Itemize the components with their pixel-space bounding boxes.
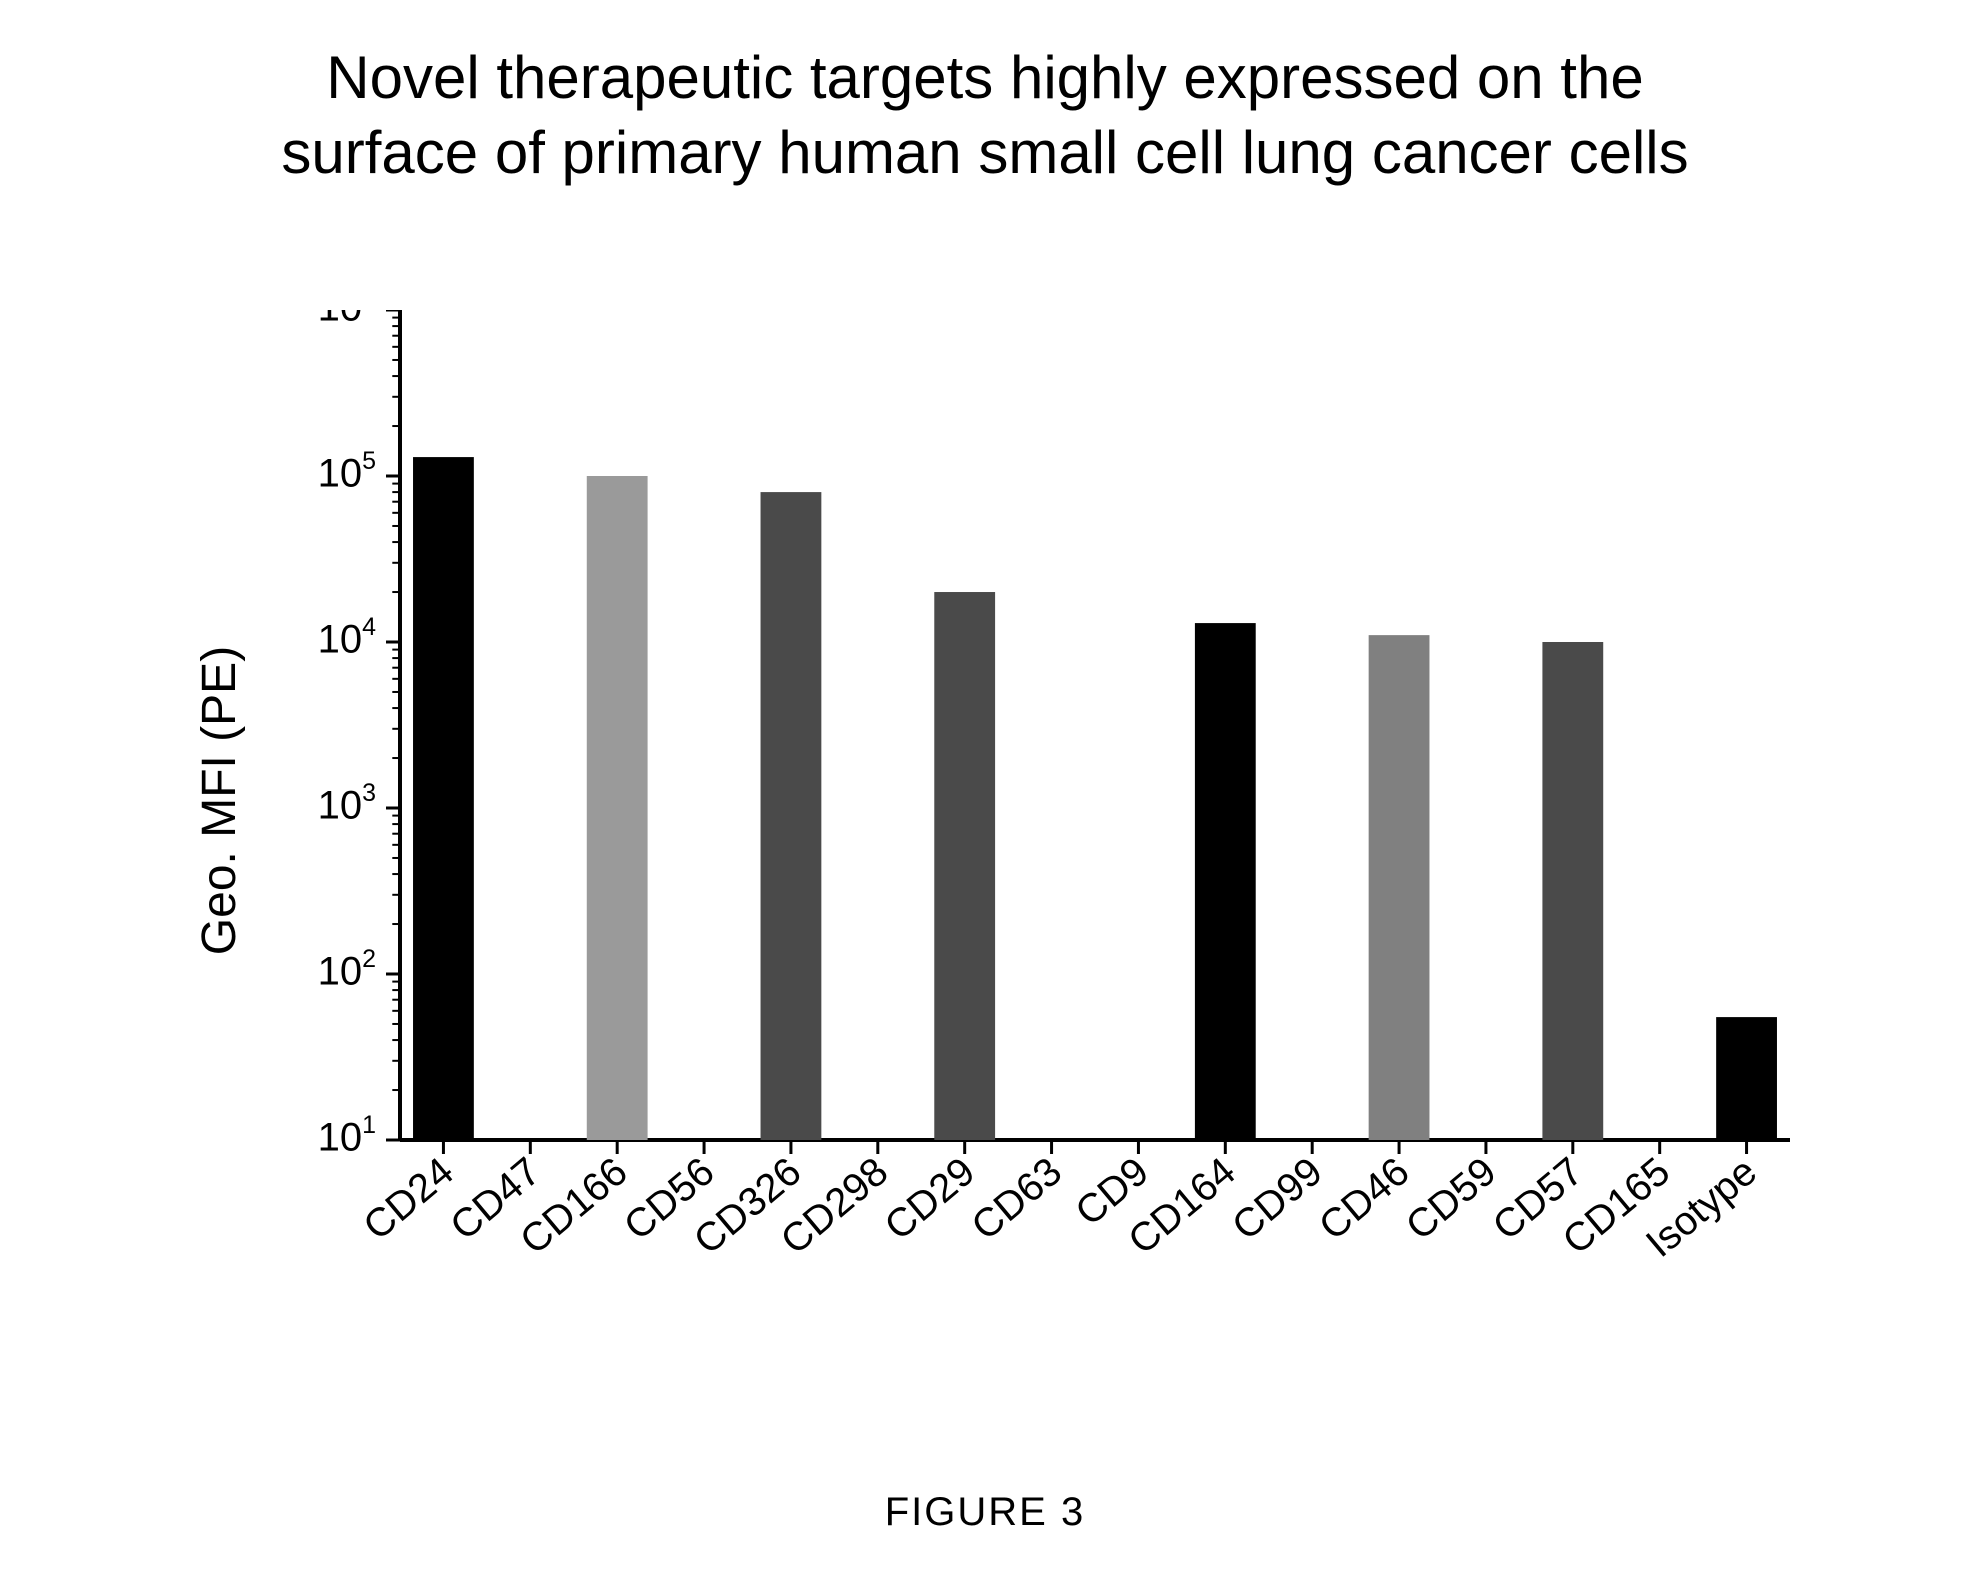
svg-text:103: 103	[318, 779, 376, 828]
y-tick-label: 106	[318, 310, 376, 330]
figure-caption: FIGURE 3	[0, 1490, 1970, 1535]
svg-text:105: 105	[318, 447, 376, 496]
page: Novel therapeutic targets highly express…	[0, 0, 1970, 1591]
bar	[587, 476, 648, 1140]
chart-svg: 101102103104105106CD24CD47CD166CD56CD326…	[280, 310, 1790, 1290]
chart-title: Novel therapeutic targets highly express…	[0, 40, 1970, 190]
bar	[413, 457, 474, 1140]
bar	[934, 592, 995, 1140]
x-tick-label: CD63	[964, 1149, 1071, 1248]
bar	[1542, 642, 1603, 1140]
bar	[1195, 623, 1256, 1140]
y-axis-label-container: Geo. MFI (PE)	[190, 310, 250, 1290]
y-axis-label: Geo. MFI (PE)	[193, 645, 248, 954]
svg-text:106: 106	[318, 310, 376, 330]
x-tick-label: CD59	[1398, 1149, 1505, 1248]
y-tick-label: 105	[318, 447, 376, 496]
y-tick-label: 103	[318, 779, 376, 828]
bar	[1716, 1017, 1777, 1140]
y-tick-label: 102	[318, 945, 376, 994]
x-tick-label: CD24	[355, 1149, 462, 1248]
y-tick-label: 101	[318, 1111, 376, 1160]
y-tick-label: 104	[318, 613, 377, 662]
x-tick-label: CD46	[1311, 1149, 1418, 1248]
svg-text:104: 104	[318, 613, 377, 662]
bar	[761, 492, 822, 1140]
chart: 101102103104105106CD24CD47CD166CD56CD326…	[280, 310, 1790, 1290]
bar	[1369, 635, 1430, 1140]
x-tick-label: CD29	[877, 1149, 984, 1248]
svg-text:102: 102	[318, 945, 376, 994]
x-tick-label: CD99	[1224, 1149, 1331, 1248]
svg-text:101: 101	[318, 1111, 376, 1160]
